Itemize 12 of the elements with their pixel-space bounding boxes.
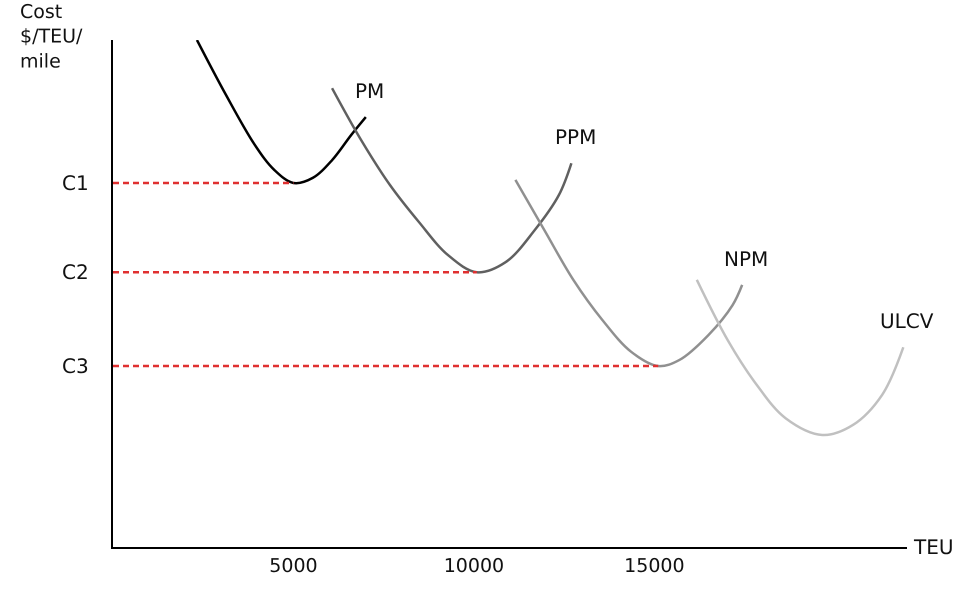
series-label: PM (355, 79, 384, 103)
series-label: C3 (62, 354, 89, 378)
series-label: C1 (62, 171, 89, 195)
series-label: ULCV (880, 309, 934, 333)
x-tick-label: 5000 (269, 554, 318, 577)
x-tick-label: 15000 (624, 554, 685, 577)
series-label: C2 (62, 260, 89, 284)
x-axis-title: TEU (913, 535, 954, 559)
y-axis-title: Cost $/TEU/ mile (20, 1, 84, 72)
series-label: PPM (555, 125, 596, 149)
x-tick-label: 10000 (444, 554, 504, 577)
series-label: NPM (724, 247, 768, 271)
